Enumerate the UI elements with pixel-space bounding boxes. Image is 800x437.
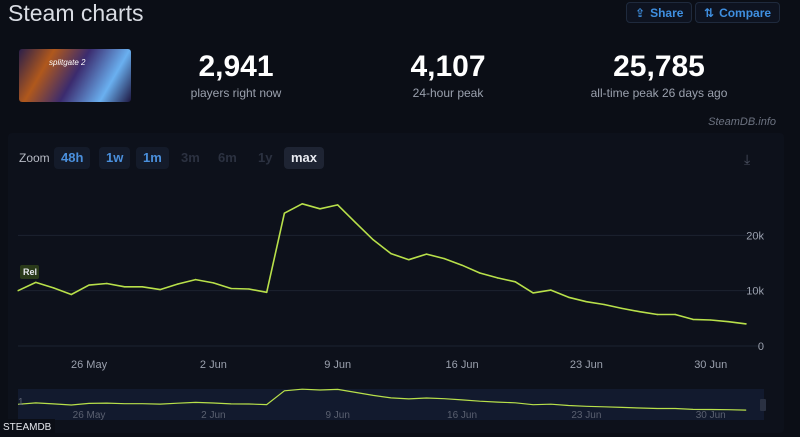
annotation-flag [20, 265, 39, 279]
navigator-tick-label: 23 Jun [571, 410, 601, 421]
navigator-background [18, 389, 764, 420]
game-thumbnail[interactable]: splitgate 2 [19, 49, 131, 102]
navigator-tick-label: 26 May [73, 410, 106, 421]
data-point [656, 313, 659, 316]
x-tick-label: 2 Jun [200, 359, 227, 371]
data-point [123, 285, 126, 288]
zoom-48h-button[interactable]: 48h [54, 147, 91, 169]
data-point [745, 323, 748, 325]
zoom-3m-button[interactable]: 3m [181, 150, 200, 165]
data-point [674, 313, 676, 316]
compare-button[interactable]: ⇅ Compare [695, 2, 781, 23]
footer-brand: STEAMDB [0, 419, 55, 437]
data-point [230, 287, 232, 290]
data-point [407, 258, 410, 261]
data-point [141, 285, 144, 288]
data-point [532, 292, 534, 294]
data-point [550, 289, 552, 291]
zoom-max-button[interactable]: max [284, 147, 325, 169]
zoom-6m-button[interactable]: 6m [218, 150, 237, 165]
data-point [425, 253, 428, 255]
chart-credit: SteamDB.info [708, 116, 776, 128]
data-point [52, 287, 55, 289]
data-point [106, 282, 108, 285]
page-title: Steam charts [8, 0, 144, 26]
data-point [336, 204, 339, 206]
data-point [283, 212, 286, 214]
navigator-axis-label: 1 [18, 397, 24, 408]
navigator-tick-label: 16 Jun [447, 410, 477, 421]
data-point [585, 300, 588, 303]
data-point [34, 281, 37, 284]
data-point [461, 264, 463, 267]
data-point [70, 293, 73, 296]
stat-value: 2,941 [198, 50, 274, 83]
data-point [88, 284, 90, 286]
data-point [177, 283, 179, 285]
chart-panel [8, 133, 784, 433]
y-tick-label: 0 [758, 341, 764, 353]
navigator-tick-label: 2 Jun [201, 410, 225, 421]
data-point [159, 288, 161, 291]
data-point [248, 288, 250, 290]
share-button[interactable]: ⇪ Share [626, 2, 693, 23]
zoom-label: Zoom [19, 151, 50, 165]
x-tick-label: 26 May [71, 359, 108, 371]
y-tick-label: 20k [746, 230, 764, 242]
annotation-label: Rel [23, 267, 37, 277]
data-point [514, 281, 517, 283]
data-point [638, 310, 641, 313]
data-point [727, 320, 730, 323]
navigator-tick-label: 30 Jun [696, 410, 726, 421]
x-tick-label: 30 Jun [694, 359, 727, 371]
share-icon: ⇪ [635, 5, 646, 20]
game-logo-text: splitgate 2 [49, 58, 86, 67]
navigator-handle [760, 399, 766, 411]
x-tick-label: 23 Jun [570, 359, 603, 371]
data-point [603, 303, 605, 306]
data-point [479, 272, 481, 274]
stat-all-time-peak: 25,785 all-time peak 26 days ago [574, 50, 744, 100]
data-point [319, 207, 321, 210]
zoom-1m-button[interactable]: 1m [136, 147, 169, 169]
stat-24h-peak: 4,107 24-hour peak [363, 50, 533, 100]
data-point [194, 278, 197, 281]
data-point [709, 319, 712, 321]
data-point [354, 221, 357, 224]
data-point [265, 291, 268, 294]
data-point [372, 238, 375, 241]
download-icon[interactable]: ⤓ [744, 151, 751, 167]
stat-label: 24-hour peak [412, 86, 484, 100]
y-tick-label: 10k [746, 286, 764, 298]
stat-value: 4,107 [410, 50, 486, 83]
stat-value: 25,785 [613, 50, 705, 83]
share-label: Share [650, 5, 684, 20]
data-point [390, 252, 392, 255]
zoom-1w-button[interactable]: 1w [99, 147, 131, 169]
data-point [496, 277, 499, 279]
compare-label: Compare [719, 5, 772, 20]
navigator-line [17, 388, 747, 411]
data-point [621, 307, 623, 310]
series-line [17, 203, 747, 325]
data-point [212, 282, 215, 284]
data-point [301, 202, 303, 205]
data-point [567, 296, 570, 299]
data-point [443, 257, 446, 260]
compare-icon: ⇅ [704, 5, 715, 20]
stat-players-now: 2,941 players right now [151, 50, 321, 100]
zoom-1y-button[interactable]: 1y [258, 150, 273, 165]
data-point [692, 318, 694, 321]
x-tick-label: 9 Jun [324, 359, 351, 371]
stat-label: all-time peak 26 days ago [590, 86, 728, 100]
x-tick-label: 16 Jun [446, 359, 479, 371]
stat-label: players right now [190, 86, 282, 100]
navigator-tick-label: 9 Jun [325, 410, 349, 421]
data-point [17, 289, 19, 292]
